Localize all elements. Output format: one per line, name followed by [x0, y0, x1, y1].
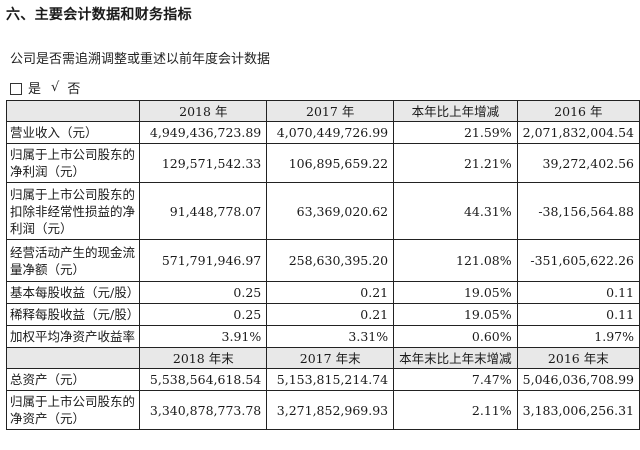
- header-cell: [5, 100, 141, 122]
- header-cell: 2018 年: [139, 100, 268, 122]
- restatement-options: 是 √ 否: [10, 78, 80, 97]
- table-header-row: 2018 年 2017 年 本年比上年增减 2016 年: [5, 100, 640, 122]
- value-2018: 571,791,946.97: [139, 239, 268, 282]
- value-2016: 3,183,006,256.31: [516, 390, 640, 430]
- header-cell: 2016 年: [516, 100, 640, 122]
- value-2018: 0.25: [139, 281, 268, 304]
- table-row: 总资产（元） 5,538,564,618.54 5,153,815,214.74…: [5, 368, 640, 391]
- value-2017: 106,895,659.22: [266, 143, 395, 183]
- table-row: 归属于上市公司股东的净利润（元） 129,571,542.33 106,895,…: [5, 143, 640, 183]
- financial-indicators-table: 2018 年 2017 年 本年比上年增减 2016 年 营业收入（元） 4,9…: [5, 100, 640, 430]
- value-2018: 129,571,542.33: [139, 143, 268, 183]
- value-2018: 3,340,878,773.78: [139, 390, 268, 430]
- header-cell: 本年比上年增减: [393, 100, 518, 122]
- value-2016: 0.11: [516, 281, 640, 304]
- value-2017: 5,153,815,214.74: [266, 368, 395, 391]
- value-2017: 258,630,395.20: [266, 239, 395, 282]
- option-no-label: 否: [67, 82, 81, 97]
- check-mark-icon: √: [51, 80, 60, 95]
- header-cell: [5, 347, 141, 369]
- value-change: 0.60%: [393, 325, 518, 348]
- table-row: 稀释每股收益（元/股） 0.25 0.21 19.05% 0.11: [5, 303, 640, 326]
- value-2016: 2,071,832,004.54: [516, 121, 640, 144]
- row-label: 加权平均净资产收益率: [5, 325, 141, 348]
- value-2018: 91,448,778.07: [139, 182, 268, 240]
- value-2017: 4,070,449,726.99: [266, 121, 395, 144]
- value-2016: 1.97%: [516, 325, 640, 348]
- row-label: 总资产（元）: [5, 368, 141, 391]
- value-2016: -38,156,564.88: [516, 182, 640, 240]
- table-row: 基本每股收益（元/股） 0.25 0.21 19.05% 0.11: [5, 281, 640, 304]
- restatement-question: 公司是否需追溯调整或重述以前年度会计数据: [10, 52, 271, 67]
- header-cell: 2018 年末: [139, 347, 268, 369]
- header-cell: 2017 年: [266, 100, 395, 122]
- table-row: 归属于上市公司股东的净资产（元） 3,340,878,773.78 3,271,…: [5, 390, 640, 430]
- value-2017: 0.21: [266, 281, 395, 304]
- value-change: 7.47%: [393, 368, 518, 391]
- value-2018: 4,949,436,723.89: [139, 121, 268, 144]
- table-row: 归属于上市公司股东的扣除非经常性损益的净利润（元） 91,448,778.07 …: [5, 182, 640, 240]
- value-change: 21.59%: [393, 121, 518, 144]
- value-2017: 3,271,852,969.93: [266, 390, 395, 430]
- value-change: 44.31%: [393, 182, 518, 240]
- table-header-row: 2018 年末 2017 年末 本年末比上年末增减 2016 年末: [5, 347, 640, 369]
- value-2017: 0.21: [266, 303, 395, 326]
- header-cell: 2016 年末: [516, 347, 640, 369]
- value-2016: 0.11: [516, 303, 640, 326]
- value-change: 121.08%: [393, 239, 518, 282]
- header-cell: 2017 年末: [266, 347, 395, 369]
- table-row: 营业收入（元） 4,949,436,723.89 4,070,449,726.9…: [5, 121, 640, 144]
- row-label: 归属于上市公司股东的净利润（元）: [5, 143, 141, 183]
- value-2017: 63,369,020.62: [266, 182, 395, 240]
- row-label: 基本每股收益（元/股）: [5, 281, 141, 304]
- checkbox-icon: [10, 82, 22, 95]
- option-yes-label: 是: [28, 82, 42, 97]
- value-2018: 3.91%: [139, 325, 268, 348]
- value-2018: 0.25: [139, 303, 268, 326]
- row-label: 稀释每股收益（元/股）: [5, 303, 141, 326]
- row-label: 归属于上市公司股东的净资产（元）: [5, 390, 141, 430]
- value-change: 2.11%: [393, 390, 518, 430]
- section-title: 六、主要会计数据和财务指标: [6, 7, 192, 23]
- value-2017: 3.31%: [266, 325, 395, 348]
- row-label: 归属于上市公司股东的扣除非经常性损益的净利润（元）: [5, 182, 141, 240]
- value-2016: -351,605,622.26: [516, 239, 640, 282]
- table-row: 经营活动产生的现金流量净额（元） 571,791,946.97 258,630,…: [5, 239, 640, 282]
- value-change: 19.05%: [393, 281, 518, 304]
- value-2018: 5,538,564,618.54: [139, 368, 268, 391]
- value-2016: 5,046,036,708.99: [516, 368, 640, 391]
- row-label: 经营活动产生的现金流量净额（元）: [5, 239, 141, 282]
- table-row: 加权平均净资产收益率 3.91% 3.31% 0.60% 1.97%: [5, 325, 640, 348]
- value-2016: 39,272,402.56: [516, 143, 640, 183]
- value-change: 19.05%: [393, 303, 518, 326]
- value-change: 21.21%: [393, 143, 518, 183]
- header-cell: 本年末比上年末增减: [393, 347, 518, 369]
- row-label: 营业收入（元）: [5, 121, 141, 144]
